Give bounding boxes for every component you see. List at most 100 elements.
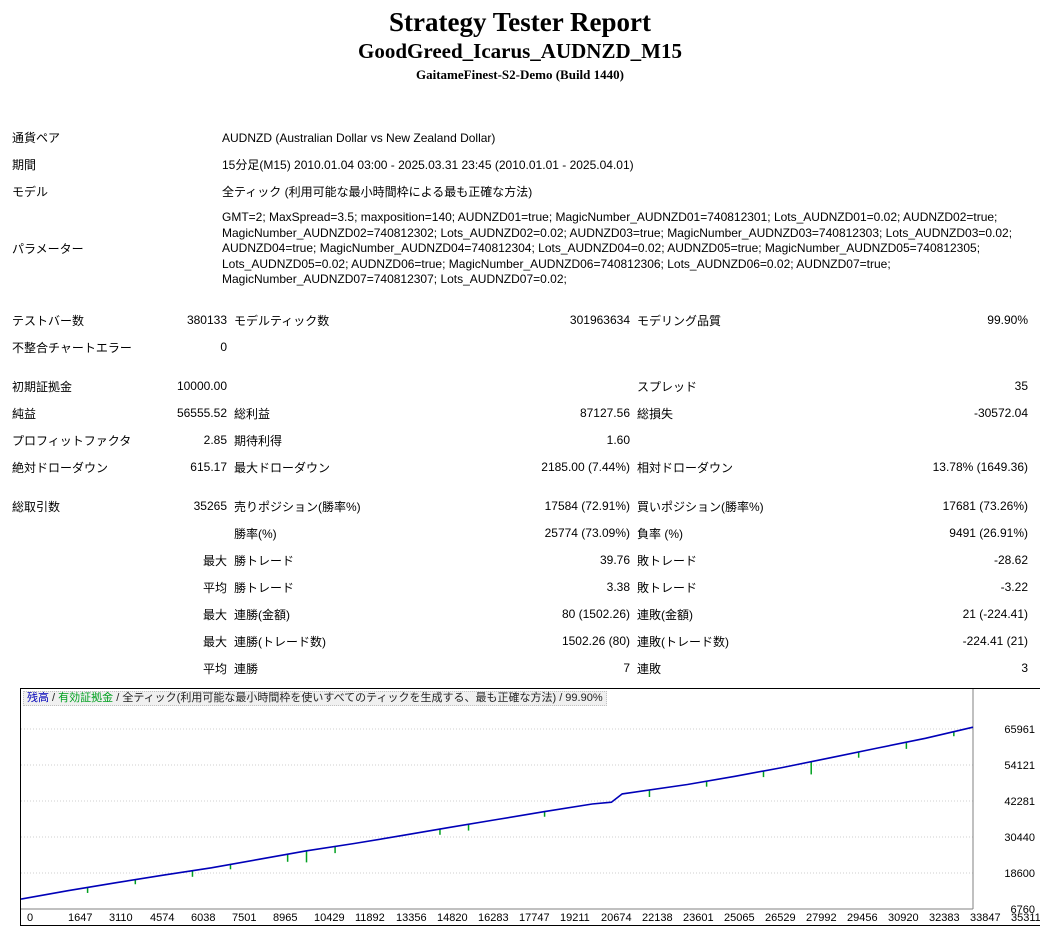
- stat-value: 87127.56: [579, 406, 630, 420]
- stat-value: 56555.52: [176, 406, 227, 420]
- stat-label: スプレッド: [637, 379, 698, 394]
- legend-model-text: / 全ティック(利用可能な最小時間枠を使いすべてのティックを生成する、最も正確な…: [113, 691, 603, 704]
- stat-label: 連勝: [234, 661, 259, 676]
- stat-label: 総損失: [637, 406, 674, 421]
- stat-label: 連勝(金額): [234, 607, 290, 622]
- stat-value: 21 (-224.41): [962, 607, 1028, 621]
- balance-chart-canvas: 65961 54121 42281 30440 18600 6760 0 1647 3110 45…: [21, 688, 1040, 924]
- y-tick-label: 6760: [1011, 904, 1035, 916]
- stat-label: 連勝(トレード数): [234, 634, 326, 649]
- y-tick-label: 54121: [1004, 759, 1035, 771]
- stat-label: 期待利得: [234, 433, 283, 448]
- stat-label: 純益: [12, 406, 37, 421]
- stat-value: -3.22: [1000, 580, 1028, 594]
- x-tick-label: 17747: [519, 912, 550, 924]
- stat-label: 勝トレード: [234, 580, 295, 595]
- x-tick-label: 20674: [601, 912, 632, 924]
- x-tick-label: 7501: [232, 912, 256, 924]
- x-tick-label: 32383: [929, 912, 960, 924]
- symbol-value: AUDNZD (Australian Dollar vs New Zealand…: [222, 130, 496, 145]
- stat-label: 敗トレード: [637, 580, 698, 595]
- stat-label: 連敗(トレード数): [637, 634, 729, 649]
- stat-label: 買いポジション(勝率%): [637, 499, 764, 514]
- stat-label: プロフィットファクタ: [12, 433, 132, 448]
- x-tick-label: 26529: [765, 912, 796, 924]
- stat-value: 301963634: [569, 313, 630, 327]
- stat-value: 平均: [202, 580, 227, 595]
- info-row-period: 期間 15分足(M15) 2010.01.04 03:00 - 2025.03.…: [12, 151, 1028, 178]
- stat-value: 35: [1014, 379, 1028, 393]
- stat-value: 3: [1021, 661, 1028, 675]
- x-tick-label: 10429: [314, 912, 345, 924]
- x-tick-label: 0: [27, 912, 33, 924]
- stat-value: 17584 (72.91%): [544, 499, 630, 513]
- model-label: モデル: [12, 185, 49, 199]
- stat-value: 17681 (73.26%): [942, 499, 1028, 513]
- stat-value: 1.60: [606, 433, 630, 447]
- stats-row: 勝率(%) 25774 (73.09%) 負率 (%) 9491 (26.91%): [12, 520, 1028, 547]
- info-row-symbol: 通貨ペア AUDNZD (Australian Dollar vs New Ze…: [12, 124, 1028, 151]
- stats-row: 最大 連勝(金額) 80 (1502.26) 連敗(金額) 21 (-224.41): [12, 601, 1028, 628]
- stat-value: 10000.00: [176, 379, 227, 393]
- stats-row: 平均 連勝 7 連敗 3: [12, 655, 1028, 682]
- stat-label: 連敗(金額): [637, 607, 693, 622]
- stat-value: 3.38: [606, 580, 630, 594]
- stat-value: 最大: [202, 634, 227, 649]
- stats-row: テストバー数 380133 モデルティック数 301963634 モデリング品質 99.9…: [12, 307, 1028, 334]
- stat-value: 35265: [193, 499, 227, 513]
- stats-row: 初期証拠金 10000.00 スプレッド 35: [12, 373, 1028, 400]
- stat-value: -224.41 (21): [962, 634, 1028, 648]
- balance-chart: 残高 / 有効証拠金 / 全ティック(利用可能な最小時間枠を使いすべてのティック…: [20, 687, 1040, 926]
- legend-balance-label: 残高: [27, 691, 49, 704]
- stat-value: 13.78% (1649.36): [932, 460, 1028, 474]
- x-tick-label: 22138: [642, 912, 673, 924]
- stats-row: 最大 勝トレード 39.76 敗トレード -28.62: [12, 547, 1028, 574]
- y-tick-label: 42281: [1004, 795, 1035, 807]
- chart-legend: 残高 / 有効証拠金 / 全ティック(利用可能な最小時間枠を使いすべてのティック…: [23, 690, 607, 706]
- stat-value: 2185.00 (7.44%): [541, 460, 630, 474]
- stat-label: 勝トレード: [234, 553, 295, 568]
- x-tick-label: 16283: [478, 912, 509, 924]
- period-value: 15分足(M15) 2010.01.04 03:00 - 2025.03.31 …: [222, 157, 634, 172]
- y-tick-label: 18600: [1004, 868, 1035, 880]
- stat-value: 9491 (26.91%): [949, 526, 1028, 540]
- info-row-parameters: パラメーター GMT=2; MaxSpread=3.5; maxposition…: [12, 205, 1028, 293]
- x-tick-label: 23601: [683, 912, 714, 924]
- stat-label: モデリング品質: [637, 313, 722, 328]
- model-value: 全ティック (利用可能な最小時間枠による最も正確な方法): [222, 184, 533, 199]
- legend-equity-label: 有効証拠金: [58, 691, 114, 704]
- stat-label: 相対ドローダウン: [637, 460, 734, 475]
- report-body: 通貨ペア AUDNZD (Australian Dollar vs New Ze…: [0, 124, 1040, 926]
- stat-label: 不整合チャートエラー: [12, 340, 132, 355]
- x-tick-label: 11892: [355, 912, 385, 924]
- stat-value: 2.85: [203, 433, 227, 447]
- stats-row: 総取引数 35265 売りポジション(勝率%) 17584 (72.91%) 買いポジシ…: [12, 493, 1028, 520]
- stat-value: 39.76: [599, 553, 630, 567]
- stat-value: 380133: [186, 313, 227, 327]
- stats-row: 不整合チャートエラー 0: [12, 334, 1028, 361]
- stat-value: 99.90%: [987, 313, 1028, 327]
- stats-row: 平均 勝トレード 3.38 敗トレード -3.22: [12, 574, 1028, 601]
- server-build: GaitameFinest-S2-Demo (Build 1440): [416, 67, 624, 82]
- y-tick-label: 30440: [1004, 832, 1035, 844]
- strategy-name: GoodGreed_Icarus_AUDNZD_M15: [358, 39, 682, 63]
- stat-value: 平均: [202, 661, 227, 676]
- x-tick-label: 30920: [888, 912, 919, 924]
- x-tick-label: 8965: [273, 912, 297, 924]
- stat-label: 総利益: [234, 406, 271, 421]
- stat-value: 80 (1502.26): [561, 607, 630, 621]
- x-tick-label: 25065: [724, 912, 755, 924]
- stat-label: 敗トレード: [637, 553, 698, 568]
- info-table: 通貨ペア AUDNZD (Australian Dollar vs New Ze…: [12, 124, 1028, 293]
- parameters-value: GMT=2; MaxSpread=3.5; maxposition=140; A…: [222, 210, 1013, 286]
- stat-label: 総取引数: [12, 499, 61, 514]
- x-tick-label: 1647: [68, 912, 92, 924]
- period-label: 期間: [12, 158, 37, 172]
- x-tick-label: 33847: [970, 912, 1001, 924]
- stat-label: 売りポジション(勝率%): [234, 499, 361, 514]
- legend-separator: /: [49, 691, 59, 704]
- x-tick-label: 6038: [191, 912, 215, 924]
- report-header: Strategy Tester Report GoodGreed_Icarus_…: [0, 0, 1040, 84]
- x-tick-label: 14820: [437, 912, 468, 924]
- stat-label: 負率 (%): [637, 526, 683, 541]
